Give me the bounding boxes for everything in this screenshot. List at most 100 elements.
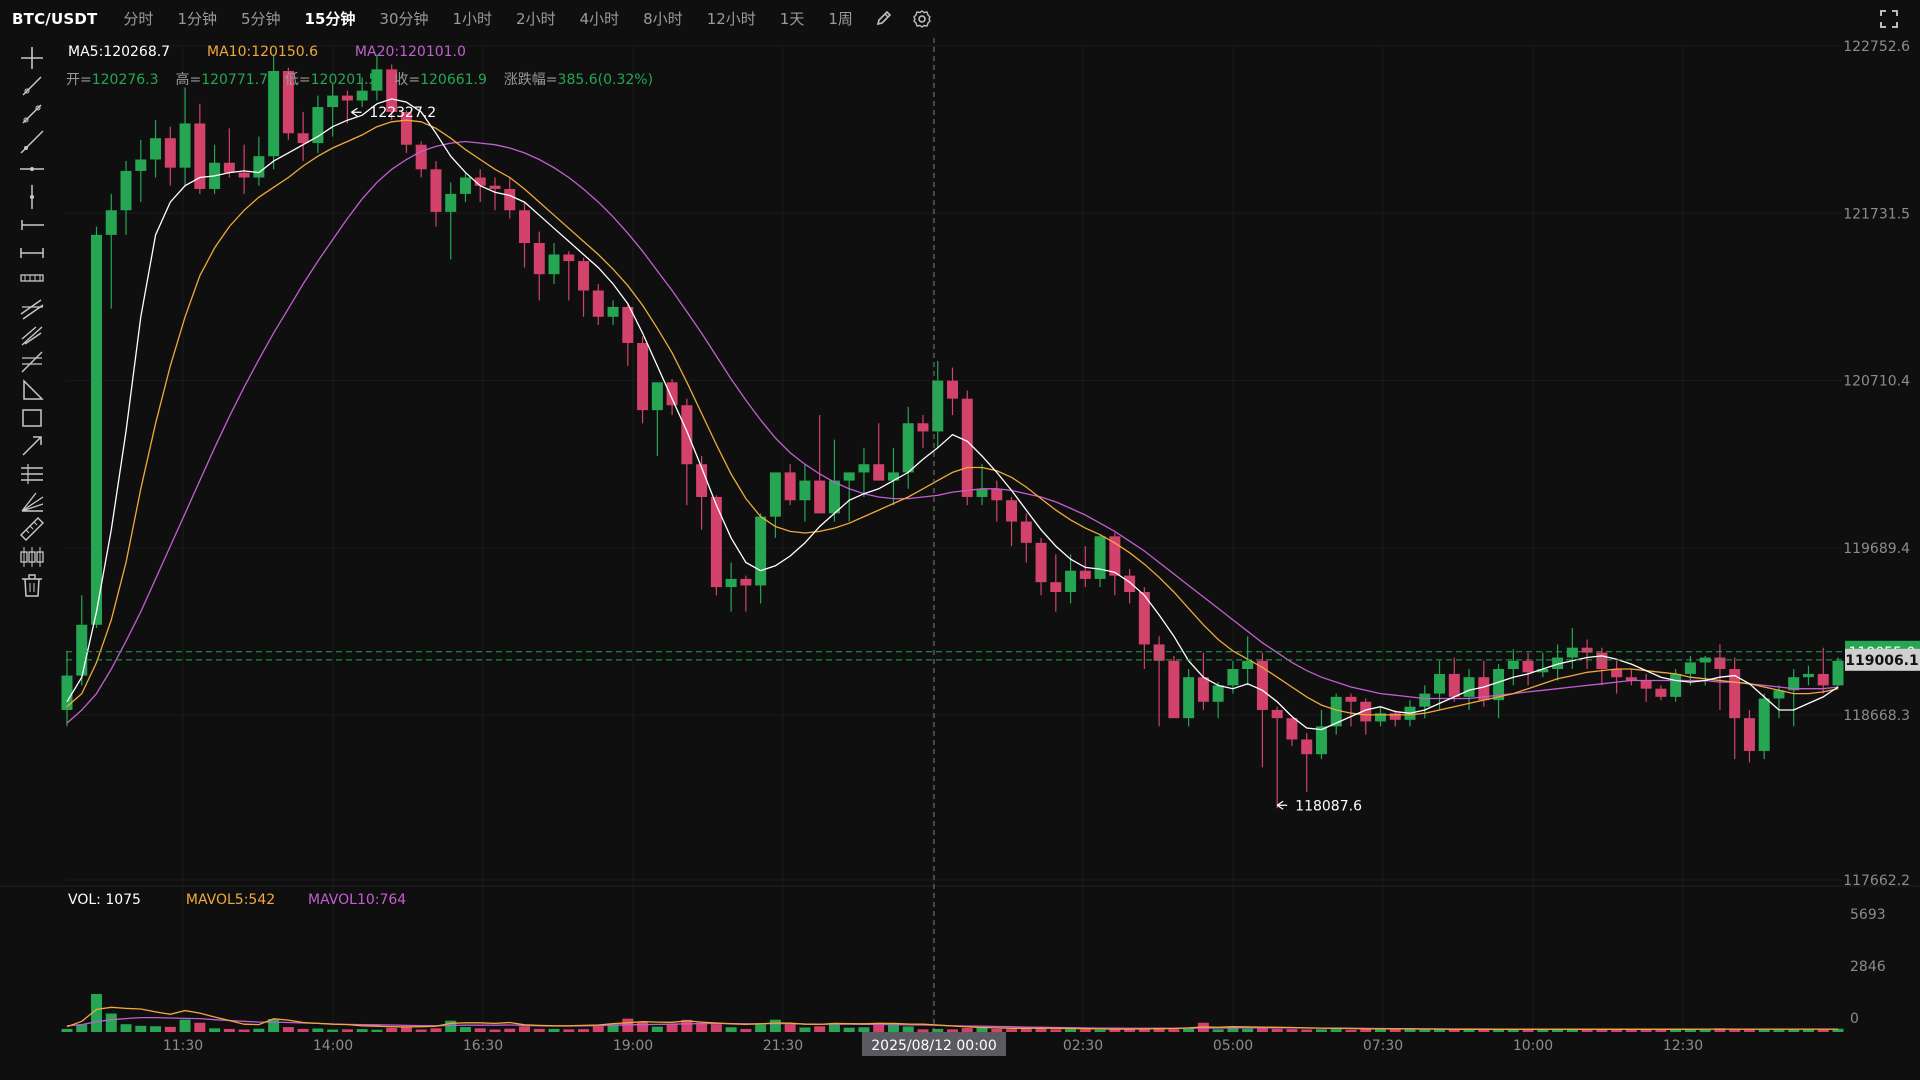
- candle-body: [1065, 570, 1077, 593]
- candle-body: [297, 133, 309, 144]
- volume-bar: [135, 1025, 147, 1032]
- segment-icon[interactable]: [16, 98, 48, 130]
- candle-body: [961, 398, 973, 497]
- candle: [533, 231, 545, 301]
- ma5-line: [66, 98, 1839, 731]
- candle: [371, 54, 383, 101]
- candle: [105, 193, 117, 309]
- fullscreen-icon[interactable]: [1870, 0, 1908, 38]
- volume-bar: [194, 1022, 206, 1032]
- volume-bar: [1065, 1029, 1077, 1032]
- candle: [769, 472, 781, 538]
- candle-body: [1242, 660, 1254, 670]
- candle-body: [932, 380, 944, 432]
- candle-body: [1640, 680, 1652, 689]
- candle-body: [1434, 673, 1446, 694]
- volume-bar: [489, 1029, 501, 1032]
- timeframe-tab[interactable]: 1分钟: [177, 10, 217, 28]
- candle-body: [105, 210, 117, 235]
- candle-body: [1301, 739, 1313, 755]
- candle-body: [223, 162, 235, 173]
- timeframe-tab[interactable]: 12小时: [706, 10, 756, 28]
- candle-body: [1729, 669, 1741, 719]
- timeframe-tab[interactable]: 30分钟: [379, 10, 429, 28]
- candle-body: [1374, 713, 1386, 722]
- horizontal-segment-icon[interactable]: [16, 237, 48, 269]
- delete-icon[interactable]: [16, 569, 48, 601]
- price-channel-icon[interactable]: [16, 264, 48, 296]
- fib-levels-icon[interactable]: [16, 458, 48, 490]
- candle: [1596, 647, 1608, 686]
- y-tick-label: 119689.4: [1843, 541, 1910, 557]
- timeframe-tab[interactable]: 5分钟: [240, 10, 281, 28]
- candle: [179, 87, 191, 186]
- magnet-icon[interactable]: [16, 541, 48, 573]
- candle-body: [386, 69, 398, 112]
- volume-bar: [341, 1029, 353, 1032]
- timeframe-tab[interactable]: 2小时: [516, 10, 556, 28]
- high-value: 120771.7: [201, 72, 268, 88]
- volume-bar: [459, 1027, 471, 1032]
- volume-bar: [740, 1028, 752, 1032]
- candle: [917, 415, 929, 448]
- candle-body: [1050, 582, 1062, 593]
- rectangle-icon[interactable]: [16, 402, 48, 434]
- symbol-label[interactable]: BTC/USDT: [12, 10, 98, 28]
- horizontal-line-icon[interactable]: [16, 153, 48, 185]
- candle: [902, 406, 914, 489]
- timeframe-tab[interactable]: 8小时: [643, 10, 683, 28]
- candle: [873, 423, 885, 481]
- crosshair-time-tag: [862, 1032, 1006, 1056]
- candle-body: [1596, 652, 1608, 670]
- candle-body: [858, 464, 870, 473]
- crosshair-icon[interactable]: [16, 42, 48, 74]
- candle-body: [400, 111, 412, 145]
- candle: [327, 84, 339, 137]
- parallel-lines-icon[interactable]: [16, 292, 48, 324]
- timeframe-tab[interactable]: 15分钟: [304, 10, 356, 28]
- candle-body: [607, 306, 619, 317]
- arrow-icon[interactable]: [16, 430, 48, 462]
- min-arrow-icon: [1276, 800, 1288, 810]
- volume-bar: [1581, 1029, 1593, 1032]
- volume-bar: [873, 1022, 885, 1032]
- candle-body: [578, 261, 590, 291]
- timeframe-tab[interactable]: 1天: [779, 10, 805, 28]
- candle-body: [1168, 660, 1180, 719]
- timeframe-tab[interactable]: 4小时: [579, 10, 620, 28]
- volume-bar: [1168, 1029, 1180, 1032]
- high-label: 高=: [175, 72, 202, 88]
- ray-icon[interactable]: [16, 70, 48, 102]
- ruler-icon[interactable]: [16, 513, 48, 545]
- candle-body: [1271, 709, 1283, 719]
- volume-bar: [1699, 1028, 1711, 1032]
- straight-line-icon[interactable]: [16, 126, 48, 158]
- open-value: 120276.3: [91, 72, 159, 88]
- volume-bar: [1684, 1028, 1696, 1032]
- candle-body: [1773, 690, 1785, 699]
- volume-bar: [1330, 1029, 1342, 1032]
- volume-bar: [1035, 1027, 1047, 1032]
- settings-icon[interactable]: [903, 0, 941, 38]
- candle: [799, 464, 811, 522]
- volume-bar: [91, 993, 103, 1032]
- volume-bar: [1729, 1028, 1741, 1032]
- fibonacci-icon[interactable]: [16, 346, 48, 378]
- timeframe-tab[interactable]: 1周: [828, 10, 853, 28]
- volume-bar: [1566, 1029, 1578, 1032]
- candle: [1448, 657, 1460, 702]
- candle-body: [1611, 669, 1623, 678]
- candle: [120, 161, 132, 235]
- pitchfork-icon[interactable]: [16, 319, 48, 351]
- triangle-icon[interactable]: [16, 374, 48, 406]
- timeframe-tab[interactable]: 分时: [123, 10, 154, 28]
- timeframe-tab[interactable]: 1小时: [452, 10, 493, 28]
- pencil-icon[interactable]: [865, 0, 903, 38]
- candle-body: [533, 243, 545, 275]
- vertical-line-icon[interactable]: [16, 181, 48, 213]
- gann-fan-icon[interactable]: [16, 485, 48, 517]
- horizontal-ray-icon[interactable]: [16, 209, 48, 241]
- ma10-line: [66, 119, 1839, 716]
- candle-body: [1581, 647, 1593, 653]
